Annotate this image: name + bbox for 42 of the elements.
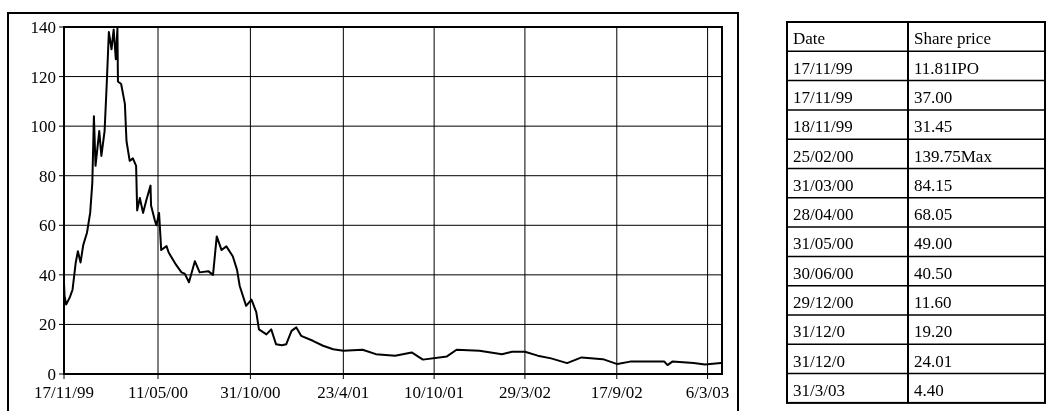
text: 4.40 [914, 380, 944, 400]
text: 19.20 [914, 322, 953, 342]
text: 68.05 [914, 205, 953, 225]
category-label: 18/11/99 [793, 117, 853, 137]
text: 37.00 [914, 87, 953, 107]
text: 24.01 [914, 351, 953, 371]
text: 49.00 [914, 234, 953, 254]
text: 139.75Max [914, 146, 992, 166]
y-tick-label: 140 [30, 17, 56, 37]
y-tick-label: 20 [39, 315, 56, 335]
y-tick-label: 40 [39, 265, 56, 285]
category-label: 28/04/00 [793, 205, 854, 225]
x-tick-label: 31/10/00 [220, 383, 281, 402]
category-label: 17/11/99 [793, 58, 853, 78]
category-label: 31/12/0 [793, 322, 845, 342]
y-tick-label: 80 [39, 166, 56, 186]
category-label: 29/12/00 [793, 293, 854, 312]
category-label: 30/06/00 [793, 263, 854, 283]
y-tick-label: 100 [30, 117, 56, 137]
category-label: 31/05/00 [793, 234, 854, 254]
text: 84.15 [914, 175, 953, 195]
text: 31.45 [914, 117, 953, 137]
text: 11.81IPO [914, 58, 980, 78]
category-label: 31/3/03 [793, 380, 845, 400]
y-tick-label: 0 [47, 364, 56, 384]
x-tick-label: 17/9/02 [590, 383, 643, 402]
y-tick-label: 120 [30, 67, 56, 87]
x-tick-label: 11/05/00 [128, 383, 188, 402]
category-label: 31/12/0 [793, 351, 845, 371]
x-tick-label: 29/3/02 [498, 383, 551, 402]
y-tick-label: 60 [39, 216, 56, 236]
text: 40.50 [914, 263, 953, 283]
x-tick-label: 17/11/99 [34, 383, 94, 402]
text: Date [793, 29, 826, 49]
x-tick-label: 23/4/01 [317, 383, 370, 402]
text: 11.60 [914, 293, 952, 312]
text: Share price [914, 29, 991, 49]
x-tick-label: 6/3/03 [685, 383, 730, 402]
category-label: 31/03/00 [793, 175, 854, 195]
x-tick-label: 10/10/01 [403, 383, 465, 402]
category-label: 25/02/00 [793, 146, 854, 166]
category-label: 17/11/99 [793, 87, 853, 107]
